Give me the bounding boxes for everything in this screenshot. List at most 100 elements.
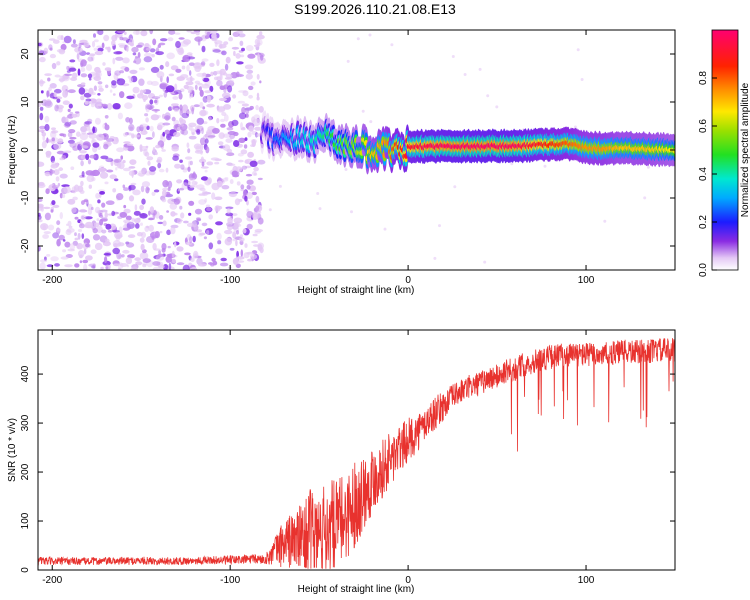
noise-cell	[99, 171, 109, 179]
y-tick-label: 300	[20, 414, 31, 431]
noise-cell	[576, 48, 580, 52]
noise-cell	[88, 77, 92, 81]
noise-cell	[204, 198, 208, 203]
noise-cell	[49, 168, 53, 176]
noise-cell	[50, 209, 54, 213]
noise-cell	[221, 50, 227, 56]
noise-cell	[70, 166, 75, 170]
noise-cell	[38, 245, 41, 252]
noise-cell	[123, 132, 128, 137]
noise-cell	[43, 47, 49, 55]
noise-cell	[128, 132, 132, 136]
noise-cell	[159, 230, 163, 234]
noise-cell	[186, 77, 195, 82]
noise-cell	[177, 188, 181, 192]
noise-cell	[112, 103, 121, 110]
noise-cell	[252, 233, 258, 237]
noise-cell	[88, 263, 96, 267]
noise-cell	[43, 206, 51, 210]
y-tick-label: 0	[20, 147, 31, 153]
noise-cell	[178, 92, 183, 100]
noise-cell	[86, 175, 95, 183]
noise-cell	[81, 145, 89, 149]
noise-cell	[43, 231, 51, 235]
noise-cell	[46, 90, 49, 98]
noise-cell	[179, 117, 183, 123]
noise-cell	[251, 240, 259, 244]
noise-cell	[206, 129, 212, 137]
noise-cell	[646, 165, 650, 169]
noise-cell	[229, 79, 234, 84]
noise-cell	[643, 196, 647, 200]
noise-cell	[54, 263, 60, 267]
colorbar: 0.0 0.2 0.4 0.6 0.8 Normalized spectral ampl…	[698, 29, 750, 277]
noise-cell	[79, 39, 88, 43]
noise-cell	[215, 70, 223, 75]
noise-cell	[244, 243, 248, 248]
noise-cell	[54, 88, 62, 94]
noise-cell	[124, 102, 133, 109]
noise-cell	[196, 117, 204, 125]
noise-cell	[174, 32, 181, 35]
noise-cell	[254, 132, 259, 138]
noise-cell	[59, 75, 65, 83]
noise-cell	[236, 61, 244, 65]
noise-cell	[40, 90, 44, 94]
noise-cell	[85, 64, 93, 71]
noise-cell	[183, 220, 189, 224]
noise-cell	[72, 240, 79, 246]
noise-cell	[195, 31, 200, 36]
noise-cell	[180, 129, 185, 135]
noise-cell	[168, 73, 175, 77]
noise-cell	[255, 195, 260, 203]
noise-cell	[129, 221, 134, 225]
noise-cell	[142, 263, 147, 268]
noise-cell	[253, 173, 258, 176]
noise-cell	[115, 167, 118, 171]
noise-cell	[185, 156, 193, 160]
noise-cell	[114, 231, 123, 240]
noise-cell	[94, 39, 99, 43]
colorbar-gradient	[711, 29, 739, 271]
noise-cell	[224, 63, 229, 71]
noise-cell	[240, 149, 248, 155]
noise-cell	[242, 126, 245, 130]
noise-cell	[201, 127, 204, 134]
noise-cell	[214, 161, 220, 165]
noise-cell	[201, 58, 209, 62]
noise-cell	[80, 82, 86, 86]
noise-cell	[126, 95, 135, 100]
noise-cell	[244, 195, 248, 202]
noise-cell	[60, 35, 64, 41]
noise-cell	[167, 245, 171, 249]
noise-cell	[56, 48, 65, 53]
noise-cell	[136, 44, 143, 48]
noise-cell	[144, 113, 149, 117]
noise-cell	[179, 50, 184, 54]
noise-cell	[236, 181, 241, 186]
noise-cell	[235, 263, 241, 269]
noise-cell	[131, 217, 135, 222]
noise-cell	[53, 143, 62, 150]
noise-cell	[96, 45, 102, 48]
noise-cell	[79, 189, 85, 194]
noise-cell	[38, 42, 42, 47]
noise-cell	[105, 266, 109, 270]
noise-cell	[48, 44, 53, 51]
noise-cell	[483, 260, 487, 264]
noise-cell	[241, 47, 245, 52]
noise-cell	[356, 37, 360, 41]
noise-cell	[130, 182, 137, 186]
noise-cell	[120, 155, 123, 160]
noise-cell	[104, 124, 110, 131]
noise-cell	[64, 241, 71, 248]
noise-cell	[241, 106, 246, 114]
noise-cell	[215, 221, 223, 226]
colorbar-tick-label: 0.2	[698, 215, 709, 229]
noise-cell	[64, 264, 73, 268]
noise-cell	[240, 184, 245, 190]
noise-cell	[122, 227, 130, 231]
noise-cell	[165, 85, 175, 93]
noise-cell	[128, 117, 133, 125]
noise-cell	[52, 204, 60, 208]
